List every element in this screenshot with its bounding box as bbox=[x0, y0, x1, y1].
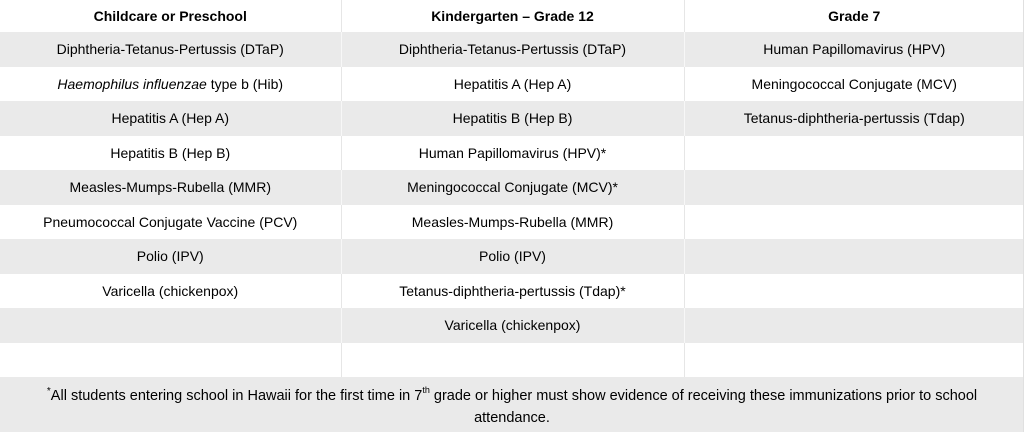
table-row: Varicella (chickenpox) Tetanus-diphtheri… bbox=[0, 273, 1024, 308]
table-cell: Hepatitis A (Hep A) bbox=[0, 101, 341, 136]
table-cell bbox=[0, 343, 341, 378]
column-header-grade7: Grade 7 bbox=[683, 0, 1024, 32]
table-cell: Hepatitis A (Hep A) bbox=[340, 66, 684, 101]
table-cell bbox=[683, 239, 1024, 274]
table-cell: Human Papillomavirus (HPV)* bbox=[340, 135, 684, 170]
table-cell: Diphtheria-Tetanus-Pertussis (DTaP) bbox=[0, 32, 341, 67]
table-cell bbox=[683, 273, 1024, 308]
table-row: Hepatitis B (Hep B) Human Papillomavirus… bbox=[0, 135, 1024, 170]
table-row: Polio (IPV) Polio (IPV) bbox=[0, 239, 1024, 274]
table-cell: Measles-Mumps-Rubella (MMR) bbox=[0, 170, 341, 205]
table-row bbox=[0, 342, 1024, 378]
table-cell: Tetanus-diphtheria-pertussis (Tdap) bbox=[683, 101, 1024, 136]
table-cell bbox=[683, 135, 1024, 170]
table-cell: Hepatitis B (Hep B) bbox=[110, 144, 231, 161]
table-cell: Hepatitis B (Hep B) bbox=[340, 101, 684, 136]
table-cell bbox=[0, 308, 341, 343]
footnote: *All students entering school in Hawaii … bbox=[0, 377, 1024, 432]
table-cell bbox=[683, 170, 1024, 205]
column-header-childcare: Childcare or Preschool bbox=[93, 8, 247, 24]
table-cell: Varicella (chickenpox) bbox=[340, 308, 684, 343]
table-row: Measles-Mumps-Rubella (MMR) Meningococca… bbox=[0, 170, 1024, 205]
table-cell: Human Papillomavirus (HPV) bbox=[683, 32, 1024, 67]
table-cell-hib: Haemophilus influenzae type b (Hib) bbox=[0, 67, 341, 102]
table-cell: Varicella (chickenpox) bbox=[102, 282, 239, 299]
table-cell: Measles-Mumps-Rubella (MMR) bbox=[340, 204, 684, 239]
table-cell bbox=[340, 342, 684, 377]
footnote-text-end: grade or higher must show evidence of re… bbox=[429, 388, 978, 426]
table-cell: Polio (IPV) bbox=[0, 239, 341, 274]
table-row: Hepatitis A (Hep A) Hepatitis B (Hep B) … bbox=[0, 101, 1024, 136]
table-cell bbox=[683, 342, 1024, 377]
table-cell: Meningococcal Conjugate (MCV)* bbox=[340, 170, 684, 205]
footnote-ordinal-suffix: th bbox=[422, 385, 430, 396]
table-cell: Tetanus-diphtheria-pertussis (Tdap)* bbox=[340, 273, 684, 308]
table-cell: Polio (IPV) bbox=[340, 239, 684, 274]
hib-organism-name: Haemophilus influenzae bbox=[57, 75, 207, 92]
table-row: Varicella (chickenpox) bbox=[0, 308, 1024, 343]
hib-suffix: type b (Hib) bbox=[206, 75, 284, 92]
table-cell bbox=[683, 308, 1024, 343]
table-header-row: Childcare or Preschool Kindergarten – Gr… bbox=[0, 0, 1024, 32]
table-cell: Diphtheria-Tetanus-Pertussis (DTaP) bbox=[340, 32, 684, 67]
table-cell: Pneumococcal Conjugate Vaccine (PCV) bbox=[43, 213, 298, 230]
table-row: Haemophilus influenzae type b (Hib) Hepa… bbox=[0, 66, 1024, 102]
immunization-table: Childcare or Preschool Kindergarten – Gr… bbox=[0, 0, 1024, 377]
footnote-asterisk: * bbox=[46, 386, 51, 398]
table-row: Diphtheria-Tetanus-Pertussis (DTaP) Diph… bbox=[0, 32, 1024, 67]
footnote-text-start: All students entering school in Hawaii f… bbox=[50, 388, 423, 404]
column-header-k12: Kindergarten – Grade 12 bbox=[340, 0, 684, 32]
table-cell bbox=[683, 204, 1024, 239]
table-row: Pneumococcal Conjugate Vaccine (PCV) Mea… bbox=[0, 204, 1024, 239]
table-cell: Meningococcal Conjugate (MCV) bbox=[683, 66, 1024, 101]
